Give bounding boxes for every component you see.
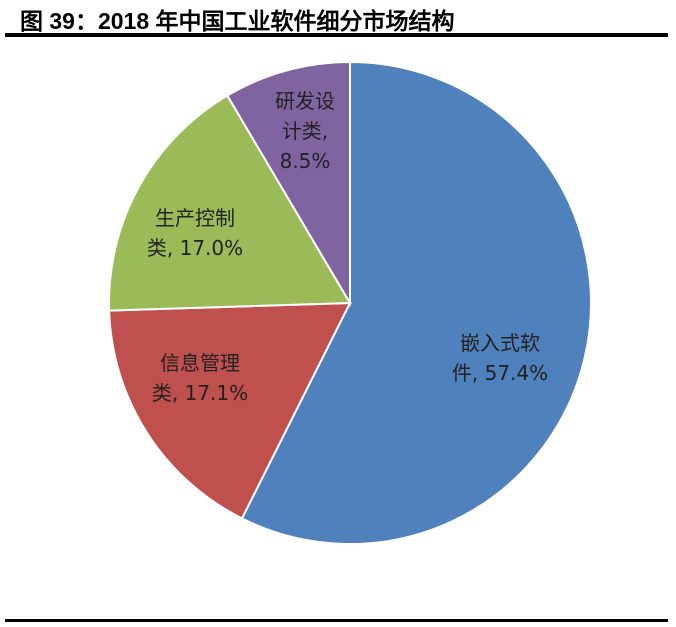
bottom-divider <box>5 619 668 622</box>
pie-slice-1 <box>240 60 592 545</box>
slice-label-4: 研发设计类, 8.5% <box>275 89 335 173</box>
chart-title: 图 39：2018 年中国工业软件细分市场结构 <box>20 8 455 34</box>
title-divider <box>5 33 668 37</box>
slice-label-1: 嵌入式软件, 57.4% <box>452 331 548 385</box>
pie-slice-2 <box>108 301 352 520</box>
pie-slice-4 <box>225 60 351 307</box>
pie-slice-3 <box>108 94 352 312</box>
slice-label-2: 信息管理类, 17.1% <box>152 351 248 405</box>
slice-label-3: 生产控制类, 17.0% <box>147 206 243 260</box>
